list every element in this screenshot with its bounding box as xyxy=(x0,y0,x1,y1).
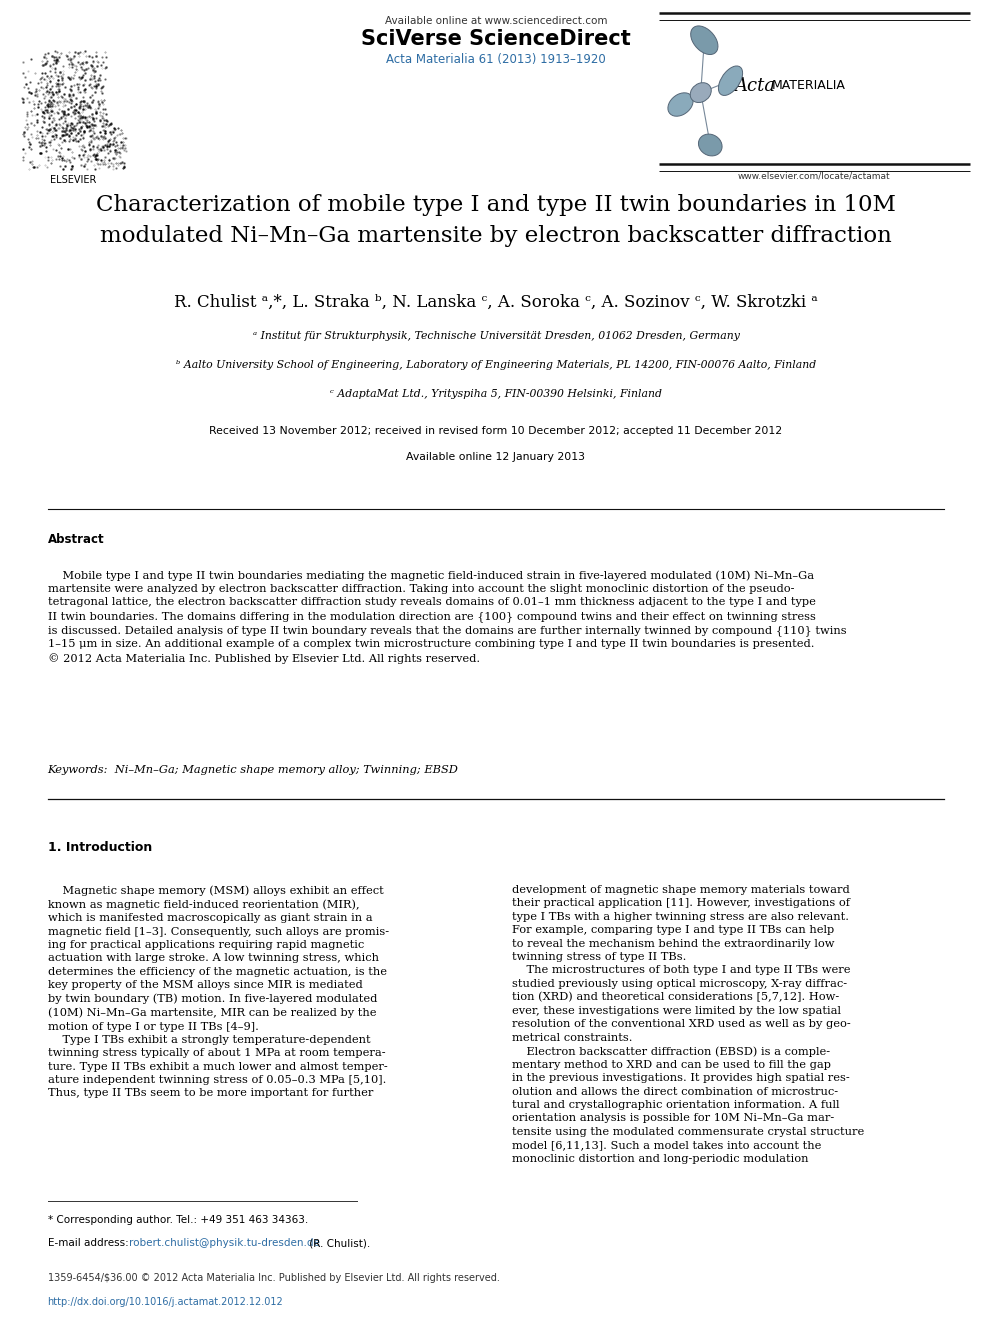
Text: Available online at www.sciencedirect.com: Available online at www.sciencedirect.co… xyxy=(385,16,607,26)
Ellipse shape xyxy=(668,93,693,116)
Text: ELSEVIER: ELSEVIER xyxy=(51,175,96,185)
Text: E-mail address:: E-mail address: xyxy=(48,1238,132,1249)
Text: 1359-6454/$36.00 © 2012 Acta Materialia Inc. Published by Elsevier Ltd. All righ: 1359-6454/$36.00 © 2012 Acta Materialia … xyxy=(48,1273,500,1283)
Text: SciVerse ScienceDirect: SciVerse ScienceDirect xyxy=(361,29,631,49)
Text: 1. Introduction: 1. Introduction xyxy=(48,841,152,855)
Ellipse shape xyxy=(690,83,711,102)
Text: ᶜ AdaptaMat Ltd., Yrityspiha 5, FIN-00390 Helsinki, Finland: ᶜ AdaptaMat Ltd., Yrityspiha 5, FIN-0039… xyxy=(330,389,662,400)
Text: Keywords:  Ni–Mn–Ga; Magnetic shape memory alloy; Twinning; EBSD: Keywords: Ni–Mn–Ga; Magnetic shape memor… xyxy=(48,765,458,775)
Text: R. Chulist ᵃ,*, L. Straka ᵇ, N. Lanska ᶜ, A. Soroka ᶜ, A. Sozinov ᶜ, W. Skrotzki: R. Chulist ᵃ,*, L. Straka ᵇ, N. Lanska ᶜ… xyxy=(175,294,817,311)
Text: MATERIALIA: MATERIALIA xyxy=(772,79,845,93)
Text: ᵇ Aalto University School of Engineering, Laboratory of Engineering Materials, P: ᵇ Aalto University School of Engineering… xyxy=(176,360,816,370)
Text: development of magnetic shape memory materials toward
their practical applicatio: development of magnetic shape memory mat… xyxy=(512,885,864,1163)
Ellipse shape xyxy=(718,66,743,95)
Text: Acta Materialia 61 (2013) 1913–1920: Acta Materialia 61 (2013) 1913–1920 xyxy=(386,53,606,66)
Text: * Corresponding author. Tel.: +49 351 463 34363.: * Corresponding author. Tel.: +49 351 46… xyxy=(48,1215,308,1225)
Text: www.elsevier.com/locate/actamat: www.elsevier.com/locate/actamat xyxy=(737,172,890,181)
Ellipse shape xyxy=(690,26,718,54)
Text: ᵃ Institut für Strukturphysik, Technische Universität Dresden, 01062 Dresden, Ge: ᵃ Institut für Strukturphysik, Technisch… xyxy=(253,331,739,341)
Text: robert.chulist@physik.tu-dresden.de: robert.chulist@physik.tu-dresden.de xyxy=(129,1238,319,1249)
Ellipse shape xyxy=(698,134,722,156)
Text: Characterization of mobile type I and type II twin boundaries in 10M
modulated N: Characterization of mobile type I and ty… xyxy=(96,194,896,247)
Text: Received 13 November 2012; received in revised form 10 December 2012; accepted 1: Received 13 November 2012; received in r… xyxy=(209,426,783,437)
Text: (R. Chulist).: (R. Chulist). xyxy=(306,1238,370,1249)
Text: Available online 12 January 2013: Available online 12 January 2013 xyxy=(407,452,585,463)
Text: Acta: Acta xyxy=(734,77,775,95)
Text: http://dx.doi.org/10.1016/j.actamat.2012.12.012: http://dx.doi.org/10.1016/j.actamat.2012… xyxy=(48,1297,284,1307)
Text: Magnetic shape memory (MSM) alloys exhibit an effect
known as magnetic field-ind: Magnetic shape memory (MSM) alloys exhib… xyxy=(48,885,389,1098)
Text: Abstract: Abstract xyxy=(48,533,104,546)
Text: Mobile type I and type II twin boundaries mediating the magnetic field-induced s: Mobile type I and type II twin boundarie… xyxy=(48,570,846,664)
